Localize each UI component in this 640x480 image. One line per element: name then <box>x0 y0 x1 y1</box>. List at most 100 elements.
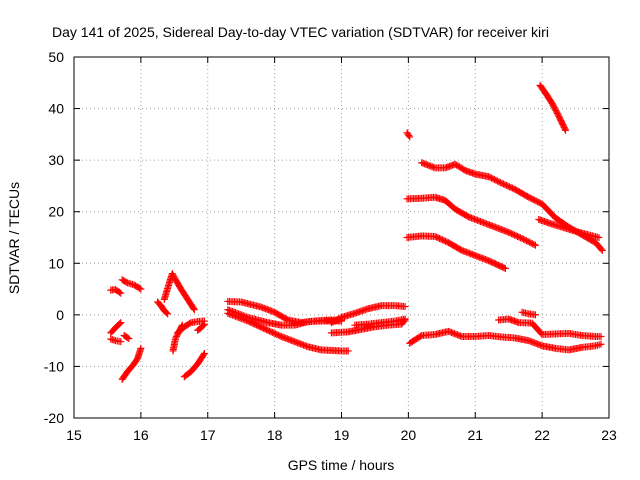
y-tick-label: 0 <box>56 307 64 323</box>
data-point <box>524 238 532 246</box>
data-point <box>416 332 424 340</box>
series-arc-3 <box>107 335 125 346</box>
data-point <box>597 340 605 348</box>
x-tick-label: 18 <box>267 427 283 443</box>
data-point <box>501 181 509 189</box>
data-point <box>528 240 536 248</box>
data-point <box>562 126 570 134</box>
data-point <box>509 230 517 238</box>
y-tick-label: 50 <box>48 49 64 65</box>
data-point <box>137 285 145 293</box>
series-arc-26 <box>495 315 605 341</box>
data-point <box>268 328 276 336</box>
data-point <box>502 181 510 189</box>
series-arc-27 <box>518 308 539 319</box>
data-point <box>523 237 531 245</box>
data-point <box>273 330 281 338</box>
data-point <box>527 239 535 247</box>
data-point <box>136 284 144 292</box>
y-axis-label: SDTVAR / TECUs <box>6 182 22 294</box>
y-tick-label: -10 <box>44 358 64 374</box>
x-tick-label: 22 <box>534 427 550 443</box>
data-point <box>561 125 569 133</box>
data-point <box>172 334 180 342</box>
series-arc-22 <box>418 159 606 254</box>
data-point <box>186 319 194 327</box>
data-point <box>597 333 605 341</box>
data-point <box>190 304 198 312</box>
data-point <box>265 327 273 335</box>
data-point <box>506 229 514 237</box>
data-point <box>531 311 539 319</box>
data-point <box>504 182 512 190</box>
data-point <box>511 231 519 239</box>
chart-title: Day 141 of 2025, Sidereal Day-to-day VTE… <box>52 24 549 40</box>
y-tick-label: 40 <box>48 101 64 117</box>
data-point <box>526 194 534 202</box>
data-point <box>508 184 516 192</box>
data-point <box>515 233 523 241</box>
data-point <box>492 176 500 184</box>
series-arc-7 <box>154 298 172 318</box>
data-point <box>117 319 125 327</box>
data-point <box>489 175 497 183</box>
data-point <box>499 180 507 188</box>
x-tick-label: 20 <box>401 427 417 443</box>
data-point <box>199 321 207 329</box>
series-arc-4 <box>120 331 133 343</box>
x-tick-label: 15 <box>66 427 82 443</box>
data-point <box>485 173 493 181</box>
y-tick-label: 30 <box>48 152 64 168</box>
data-point <box>531 196 539 204</box>
data-point <box>512 232 520 240</box>
data-point <box>500 264 508 272</box>
data-point <box>514 232 522 240</box>
x-axis-ticks: 15 16 17 18 19 20 21 22 23 <box>66 57 617 443</box>
data-point <box>534 198 542 206</box>
data-point <box>267 328 275 336</box>
series-arc-16 <box>327 302 409 327</box>
data-point <box>494 177 502 185</box>
x-tick-label: 19 <box>334 427 350 443</box>
data-point <box>164 310 172 318</box>
data-point <box>200 351 208 359</box>
data-point <box>115 288 123 296</box>
data-point <box>168 270 176 278</box>
series-arc-10 <box>174 317 208 337</box>
data-point <box>431 232 439 240</box>
data-point <box>498 179 506 187</box>
data-point <box>535 198 543 206</box>
series-arc-25 <box>406 327 605 354</box>
data-point <box>491 176 499 184</box>
data-point <box>434 234 442 242</box>
data-point <box>163 309 171 317</box>
y-tick-label: -20 <box>44 410 64 426</box>
data-point <box>125 335 133 343</box>
data-point <box>405 132 413 140</box>
data-point <box>276 332 284 340</box>
series-arc-1 <box>107 286 125 297</box>
data-point <box>486 173 494 181</box>
data-point <box>270 329 278 337</box>
x-axis-label: GPS time / hours <box>288 457 395 473</box>
data-point <box>505 228 513 236</box>
data-point <box>344 347 352 355</box>
data-point <box>531 241 539 249</box>
data-point <box>440 237 448 245</box>
data-point <box>271 330 279 338</box>
x-tick-label: 16 <box>133 427 149 443</box>
data-point <box>488 174 496 182</box>
x-tick-label: 21 <box>467 427 483 443</box>
data-point <box>505 183 513 191</box>
data-point <box>525 193 533 201</box>
data-point <box>170 273 178 281</box>
data-point <box>598 246 606 254</box>
series-arc-20 <box>403 193 539 249</box>
data-points <box>107 81 606 383</box>
data-point <box>137 344 145 352</box>
y-tick-label: 10 <box>48 255 64 271</box>
data-point <box>169 271 177 279</box>
data-point <box>532 197 540 205</box>
series-arc-11 <box>180 350 208 381</box>
series-arc-23 <box>535 215 603 241</box>
